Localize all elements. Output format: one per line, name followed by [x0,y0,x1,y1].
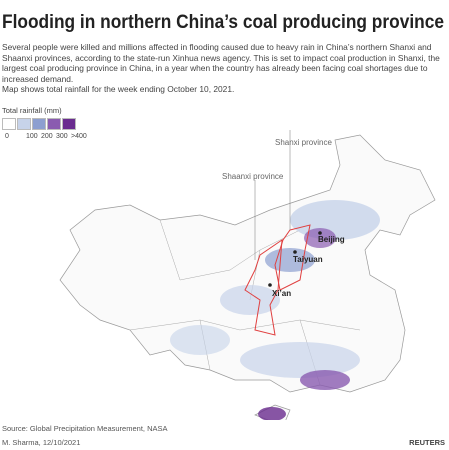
city-dot [293,250,297,254]
legend-label: 100 [26,133,38,140]
legend-label: 300 [56,133,68,140]
legend-swatch [32,118,46,130]
legend-label: >400 [71,133,87,140]
source: Source: Global Precipitation Measurement… [2,424,168,433]
highlighted-provinces [244,224,311,336]
rainfall [170,200,380,420]
legend-title: Total rainfall (mm) [2,106,62,115]
brand: REUTERS [409,438,445,447]
title: Flooding in northern China’s coal produc… [2,12,444,33]
region-label: Shanxi province [275,138,332,147]
note: Map shows total rainfall for the week en… [2,84,235,94]
legend-label: 0 [5,133,9,140]
description-block: Several people were killed and millions … [2,42,444,95]
map: Shanxi province Shaanxi province Beijing… [59,130,436,420]
region-label: Shaanxi province [222,172,284,181]
title-svg: Flooding in northern China’s coal produc… [2,12,444,33]
legend-swatch [47,118,61,130]
legend-swatch [2,118,16,130]
legend-swatch [17,118,31,130]
legend-label: 200 [41,133,53,140]
credit: M. Sharma, 12/10/2021 [2,438,81,447]
city-dot [268,283,272,287]
legend-swatch [62,118,76,130]
description: Several people were killed and millions … [2,42,440,84]
city-dot [318,231,322,235]
city-label: Beijing [318,235,345,244]
city-label: Xi’an [272,289,291,298]
city-label: Taiyuan [293,255,323,264]
